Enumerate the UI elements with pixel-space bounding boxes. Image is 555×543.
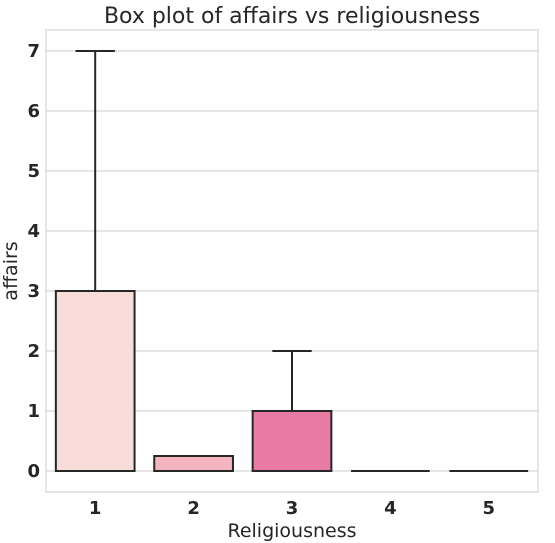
y-axis-ticks: 0 1 2 3 4 5 6 7: [27, 41, 40, 482]
box-3: [253, 351, 332, 471]
box-2: [154, 456, 233, 471]
y-tick-label-3: 3: [27, 281, 40, 302]
y-tick-label-6: 6: [27, 101, 40, 122]
y-tick-label-7: 7: [27, 41, 40, 62]
box-1: [56, 51, 135, 471]
chart-title: Box plot of affairs vs religiousness: [104, 4, 480, 29]
box-body-3: [253, 411, 332, 471]
x-tick-label-2: 2: [187, 498, 200, 519]
y-tick-label-0: 0: [27, 461, 40, 482]
x-axis-label: Religiousness: [227, 520, 356, 542]
boxes: [56, 51, 528, 471]
x-axis-ticks: 1 2 3 4 5: [89, 498, 495, 519]
x-tick-label-1: 1: [89, 498, 102, 519]
x-tick-label-5: 5: [483, 498, 496, 519]
y-tick-label-5: 5: [27, 161, 40, 182]
x-tick-label-4: 4: [384, 498, 397, 519]
y-tick-label-1: 1: [27, 401, 40, 422]
y-tick-label-4: 4: [27, 221, 40, 242]
y-tick-label-2: 2: [27, 341, 40, 362]
box-body-2: [154, 456, 233, 471]
box-body-1: [56, 291, 135, 471]
x-tick-label-3: 3: [286, 498, 299, 519]
y-axis-label: affairs: [0, 241, 22, 300]
